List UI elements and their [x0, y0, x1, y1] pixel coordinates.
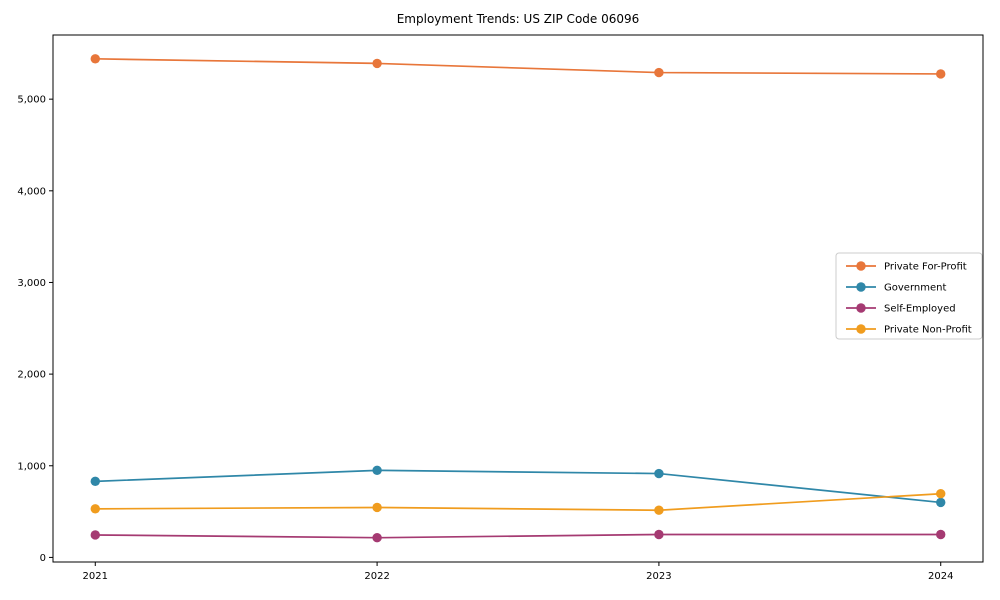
series-marker-government: [90, 476, 100, 487]
plot-border: [52, 34, 984, 563]
series-marker-private-non-profit: [936, 489, 946, 499]
y-axis-tick-label: 2,000: [17, 370, 46, 381]
y-axis-tick-label: 0: [40, 553, 46, 564]
x-axis-tick-label: 2022: [364, 571, 389, 582]
y-axis-tick-label: 5,000: [17, 95, 46, 106]
series-marker-self-employed: [654, 529, 664, 540]
x-axis-tick-label: 2024: [928, 571, 953, 582]
series-line-private-for-profit: [95, 57, 941, 75]
series-marker-private-for-profit: [936, 69, 946, 79]
series-line-government: [95, 469, 941, 504]
series-marker-government: [936, 497, 946, 508]
legend-marker-private-for-profit: [856, 261, 866, 271]
series-marker-private-for-profit: [90, 54, 100, 64]
legend-marker-government: [856, 282, 866, 292]
legend-box: [835, 252, 983, 340]
legend-label-self-employed: Self-Employed: [884, 304, 956, 315]
legend-label-government: Government: [884, 283, 946, 294]
series-line-private-non-profit: [95, 492, 941, 512]
legend-marker-self-employed: [856, 303, 866, 313]
series-marker-self-employed: [372, 533, 382, 543]
series-marker-government: [654, 468, 664, 479]
series-marker-private-non-profit: [90, 504, 100, 514]
series-marker-self-employed: [936, 529, 946, 540]
series-marker-private-for-profit: [372, 58, 382, 69]
x-axis-tick-label: 2023: [646, 571, 671, 582]
legend-label-private-non-profit: Private Non-Profit: [884, 325, 972, 336]
series-marker-government: [372, 465, 382, 476]
legend-marker-private-non-profit: [856, 324, 866, 334]
series-line-self-employed: [95, 533, 941, 539]
y-axis-tick-label: 1,000: [17, 461, 46, 472]
series-marker-private-non-profit: [654, 505, 664, 515]
y-axis-tick-label: 4,000: [17, 186, 46, 197]
legend-label-private-for-profit: Private For-Profit: [884, 262, 967, 273]
chart-title: Employment Trends: US ZIP Code 06096: [396, 12, 640, 26]
series-marker-private-for-profit: [654, 67, 664, 78]
series-marker-private-non-profit: [372, 502, 382, 513]
series-marker-self-employed: [90, 530, 100, 540]
x-axis-tick-label: 2021: [83, 571, 108, 582]
y-axis-tick-label: 3,000: [17, 278, 46, 289]
